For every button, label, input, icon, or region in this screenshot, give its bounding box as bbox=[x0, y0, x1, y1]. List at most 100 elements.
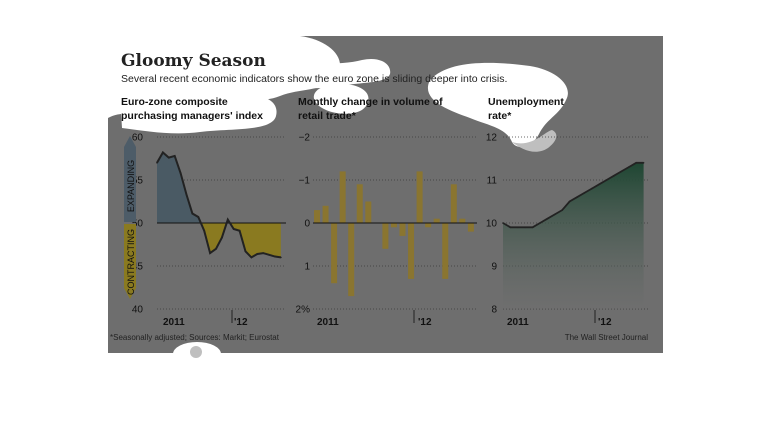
retail-bar bbox=[416, 171, 423, 223]
retail-bar bbox=[442, 223, 449, 279]
unemployment-area bbox=[503, 162, 644, 309]
unemployment-point bbox=[613, 174, 615, 177]
pmi-expanding-area bbox=[157, 152, 281, 223]
y-tick-label: 55 bbox=[132, 176, 144, 187]
retail-bar bbox=[399, 223, 406, 236]
pmi-point bbox=[256, 253, 259, 255]
retail-plot: 2% 1 0 −1 −2 2011 '12 bbox=[296, 133, 477, 328]
retail-bar bbox=[365, 201, 372, 223]
y-tick-label: 0 bbox=[304, 219, 310, 230]
retail-bar bbox=[348, 223, 355, 297]
unemployment-point bbox=[509, 226, 512, 229]
x-tick-label: 2011 bbox=[317, 317, 339, 328]
x-tick-label: '12 bbox=[418, 317, 432, 328]
retail-bar bbox=[339, 171, 346, 223]
pmi-point bbox=[274, 255, 276, 258]
pmi-point bbox=[209, 252, 211, 254]
pmi-point bbox=[244, 250, 247, 253]
retail-bar bbox=[408, 223, 415, 279]
x-tick-label: 2011 bbox=[163, 317, 185, 328]
y-tick-label: 9 bbox=[491, 262, 497, 273]
pmi-contracting-area bbox=[157, 223, 281, 258]
y-tick-label: −2 bbox=[299, 133, 311, 144]
highlight-blobs bbox=[108, 36, 568, 366]
unemployment-plot: 8 9 10 11 12 2011 '12 bbox=[486, 133, 648, 328]
chart-subtitle: Several recent economic indicators show … bbox=[121, 73, 507, 85]
y-tick-label: 60 bbox=[132, 133, 144, 144]
unemployment-point bbox=[635, 162, 637, 164]
retail-bar bbox=[459, 218, 466, 223]
unemployment-point bbox=[502, 222, 504, 224]
unemployment-point bbox=[605, 179, 608, 181]
pmi-point bbox=[191, 212, 194, 215]
expanding-label: EXPANDING bbox=[126, 160, 136, 212]
retail-bar bbox=[322, 205, 329, 223]
pmi-point bbox=[173, 155, 176, 157]
retail-bar bbox=[467, 223, 474, 232]
y-tick-label: 10 bbox=[486, 219, 498, 230]
pmi-point bbox=[280, 256, 282, 259]
unemployment-point bbox=[517, 226, 519, 229]
y-tick-label: 11 bbox=[487, 176, 498, 187]
chart-title: Gloomy Season bbox=[121, 51, 266, 71]
pmi-point bbox=[227, 218, 229, 221]
retail-bar bbox=[356, 184, 363, 223]
contracting-band bbox=[124, 224, 136, 299]
unemployment-point bbox=[546, 217, 549, 220]
credit: The Wall Street Journal bbox=[565, 333, 649, 342]
pmi-line bbox=[156, 150, 282, 259]
pmi-point bbox=[197, 216, 200, 218]
pmi-point bbox=[268, 254, 270, 256]
pmi-point bbox=[221, 236, 223, 239]
pmi-point bbox=[238, 229, 241, 232]
retail-title-line2: retail trade* bbox=[298, 110, 357, 122]
retail-bar bbox=[433, 218, 440, 223]
pmi-point bbox=[179, 172, 182, 174]
pmi-point bbox=[156, 162, 158, 164]
y-tick-label: 50 bbox=[132, 219, 144, 230]
unemployment-point bbox=[628, 166, 630, 168]
retail-bar bbox=[450, 184, 457, 223]
unemployment-point bbox=[539, 222, 541, 224]
pmi-plot: 40 45 50 55 60 2011 '12 EXPANDING CONTRACTING bbox=[124, 133, 286, 328]
expanding-band bbox=[124, 136, 136, 222]
pmi-point bbox=[262, 252, 265, 254]
retail-bar bbox=[314, 210, 320, 223]
pmi-point bbox=[168, 156, 170, 159]
unemployment-line bbox=[502, 161, 644, 229]
unemployment-title-line1: Unemployment bbox=[488, 96, 564, 108]
y-tick-label: 45 bbox=[132, 262, 144, 273]
pmi-point bbox=[250, 256, 253, 259]
pmi-title-line1: Euro-zone composite bbox=[121, 96, 228, 108]
retail-bar bbox=[331, 223, 338, 284]
unemployment-title-line2: rate* bbox=[488, 110, 512, 122]
unemployment-point bbox=[583, 192, 586, 194]
y-tick-label: 40 bbox=[132, 305, 144, 316]
retail-title-line1: Monthly change in volume of bbox=[298, 96, 443, 108]
pmi-title-line2: purchasing managers' index bbox=[121, 110, 263, 122]
pmi-point bbox=[232, 228, 235, 230]
pmi-point bbox=[162, 151, 164, 154]
unemployment-point bbox=[531, 226, 534, 229]
pmi-point bbox=[185, 193, 188, 196]
contracting-label: CONTRACTING bbox=[126, 229, 136, 295]
unemployment-point bbox=[642, 162, 645, 164]
unemployment-point bbox=[620, 170, 623, 173]
y-tick-label: 2% bbox=[296, 305, 311, 316]
unemployment-point bbox=[568, 200, 571, 203]
unemployment-point bbox=[561, 209, 563, 211]
retail-bar bbox=[425, 223, 432, 228]
y-tick-label: 8 bbox=[491, 305, 497, 316]
retail-bar bbox=[390, 223, 397, 228]
pmi-point bbox=[215, 248, 217, 250]
x-tick-label: 2011 bbox=[507, 317, 529, 328]
y-tick-label: −1 bbox=[299, 176, 311, 187]
retail-bar bbox=[382, 223, 389, 249]
unemployment-point bbox=[576, 196, 578, 198]
x-tick-label: '12 bbox=[234, 317, 248, 328]
unemployment-point bbox=[598, 183, 600, 186]
unemployment-point bbox=[554, 213, 556, 216]
unemployment-point bbox=[524, 226, 526, 229]
unemployment-point bbox=[591, 187, 593, 190]
